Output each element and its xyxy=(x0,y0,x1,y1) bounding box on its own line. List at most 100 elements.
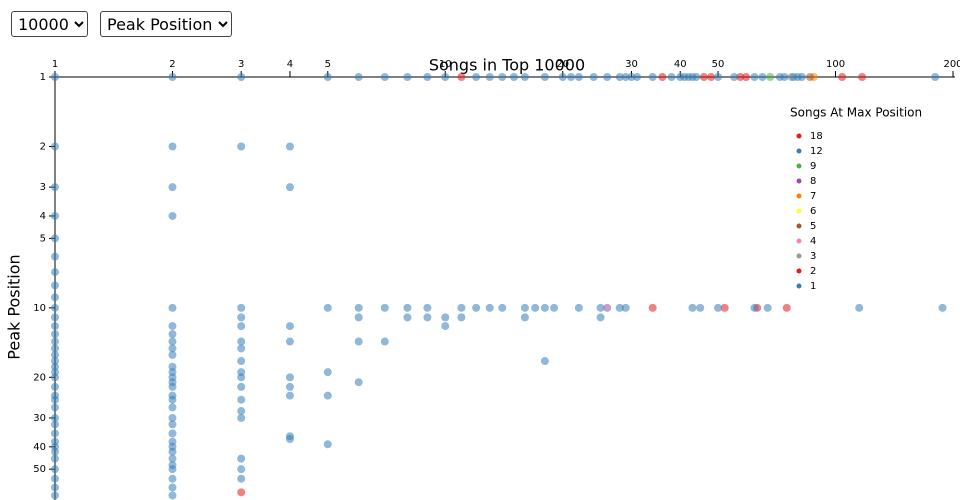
y-tick-label: 2 xyxy=(40,141,46,152)
point xyxy=(750,303,759,312)
point xyxy=(168,429,177,438)
point xyxy=(858,73,867,81)
point xyxy=(838,73,847,81)
point xyxy=(323,391,332,400)
point xyxy=(168,303,177,312)
point xyxy=(750,73,759,81)
point xyxy=(603,73,612,81)
y-tick-label: 20 xyxy=(33,372,46,383)
legend-swatch xyxy=(796,253,802,259)
point xyxy=(51,313,59,322)
point xyxy=(51,373,59,382)
point xyxy=(520,303,529,312)
x-tick-label: 20 xyxy=(556,59,569,70)
point xyxy=(855,303,864,312)
point xyxy=(699,73,708,81)
size-select[interactable]: 10000 xyxy=(11,11,88,37)
x-tick-label: 5 xyxy=(325,59,331,70)
legend-swatch xyxy=(796,208,802,214)
point xyxy=(237,142,246,151)
point xyxy=(441,73,450,81)
point xyxy=(51,357,59,366)
x-tick-label: 3 xyxy=(238,59,244,70)
point xyxy=(403,73,412,81)
point xyxy=(736,73,745,81)
point xyxy=(615,73,624,81)
point xyxy=(938,303,947,312)
point xyxy=(237,382,246,391)
point xyxy=(621,73,630,81)
point xyxy=(51,322,59,331)
point xyxy=(51,447,59,456)
point xyxy=(168,483,177,492)
x-tick-label: 100 xyxy=(826,59,845,70)
legend-label: 9 xyxy=(810,161,816,172)
point xyxy=(168,491,177,500)
points xyxy=(51,73,947,500)
point xyxy=(237,373,246,382)
legend-swatch xyxy=(796,238,802,244)
point xyxy=(51,281,59,290)
point xyxy=(648,303,657,312)
point xyxy=(237,322,246,331)
point xyxy=(168,395,177,404)
point xyxy=(51,483,59,492)
point xyxy=(805,73,814,81)
legend-label: 18 xyxy=(810,131,823,142)
point xyxy=(51,429,59,438)
point xyxy=(441,322,450,331)
point xyxy=(457,313,466,322)
point xyxy=(51,382,59,391)
y-tick-label: 4 xyxy=(40,211,46,222)
point xyxy=(51,403,59,412)
point xyxy=(285,322,294,331)
legend-label: 1 xyxy=(810,281,816,292)
point xyxy=(354,313,363,322)
point xyxy=(168,413,177,422)
point xyxy=(51,344,59,353)
point xyxy=(51,211,59,220)
legend-label: 7 xyxy=(810,191,816,202)
point xyxy=(51,413,59,422)
y-axis-label: Peak Position xyxy=(5,254,24,359)
point xyxy=(168,382,177,391)
point xyxy=(485,73,494,81)
point xyxy=(168,322,177,331)
point xyxy=(574,73,583,81)
metric-select[interactable]: Peak Position xyxy=(100,11,232,37)
point xyxy=(354,73,363,81)
point xyxy=(168,447,177,456)
point xyxy=(51,465,59,474)
x-tick-label: 4 xyxy=(287,59,293,70)
legend-label: 2 xyxy=(810,266,816,277)
y-tick-label: 40 xyxy=(33,442,46,453)
point xyxy=(696,303,705,312)
point xyxy=(354,378,363,387)
point xyxy=(237,357,246,366)
point xyxy=(667,73,676,81)
point xyxy=(550,303,559,312)
point xyxy=(688,303,697,312)
point xyxy=(423,73,432,81)
legend-swatch xyxy=(796,178,802,184)
point xyxy=(589,73,598,81)
legend-swatch xyxy=(796,148,802,154)
point xyxy=(540,357,549,366)
y-tick-label: 1 xyxy=(40,72,46,83)
point xyxy=(615,303,624,312)
legend-label: 4 xyxy=(810,236,816,247)
legend-swatch xyxy=(796,268,802,274)
point xyxy=(237,313,246,322)
point xyxy=(51,395,59,404)
point xyxy=(51,303,59,312)
point xyxy=(540,303,549,312)
point xyxy=(51,234,59,243)
point xyxy=(237,413,246,422)
point xyxy=(285,373,294,382)
point xyxy=(380,73,389,81)
point xyxy=(323,303,332,312)
point xyxy=(168,337,177,346)
point xyxy=(237,337,246,346)
